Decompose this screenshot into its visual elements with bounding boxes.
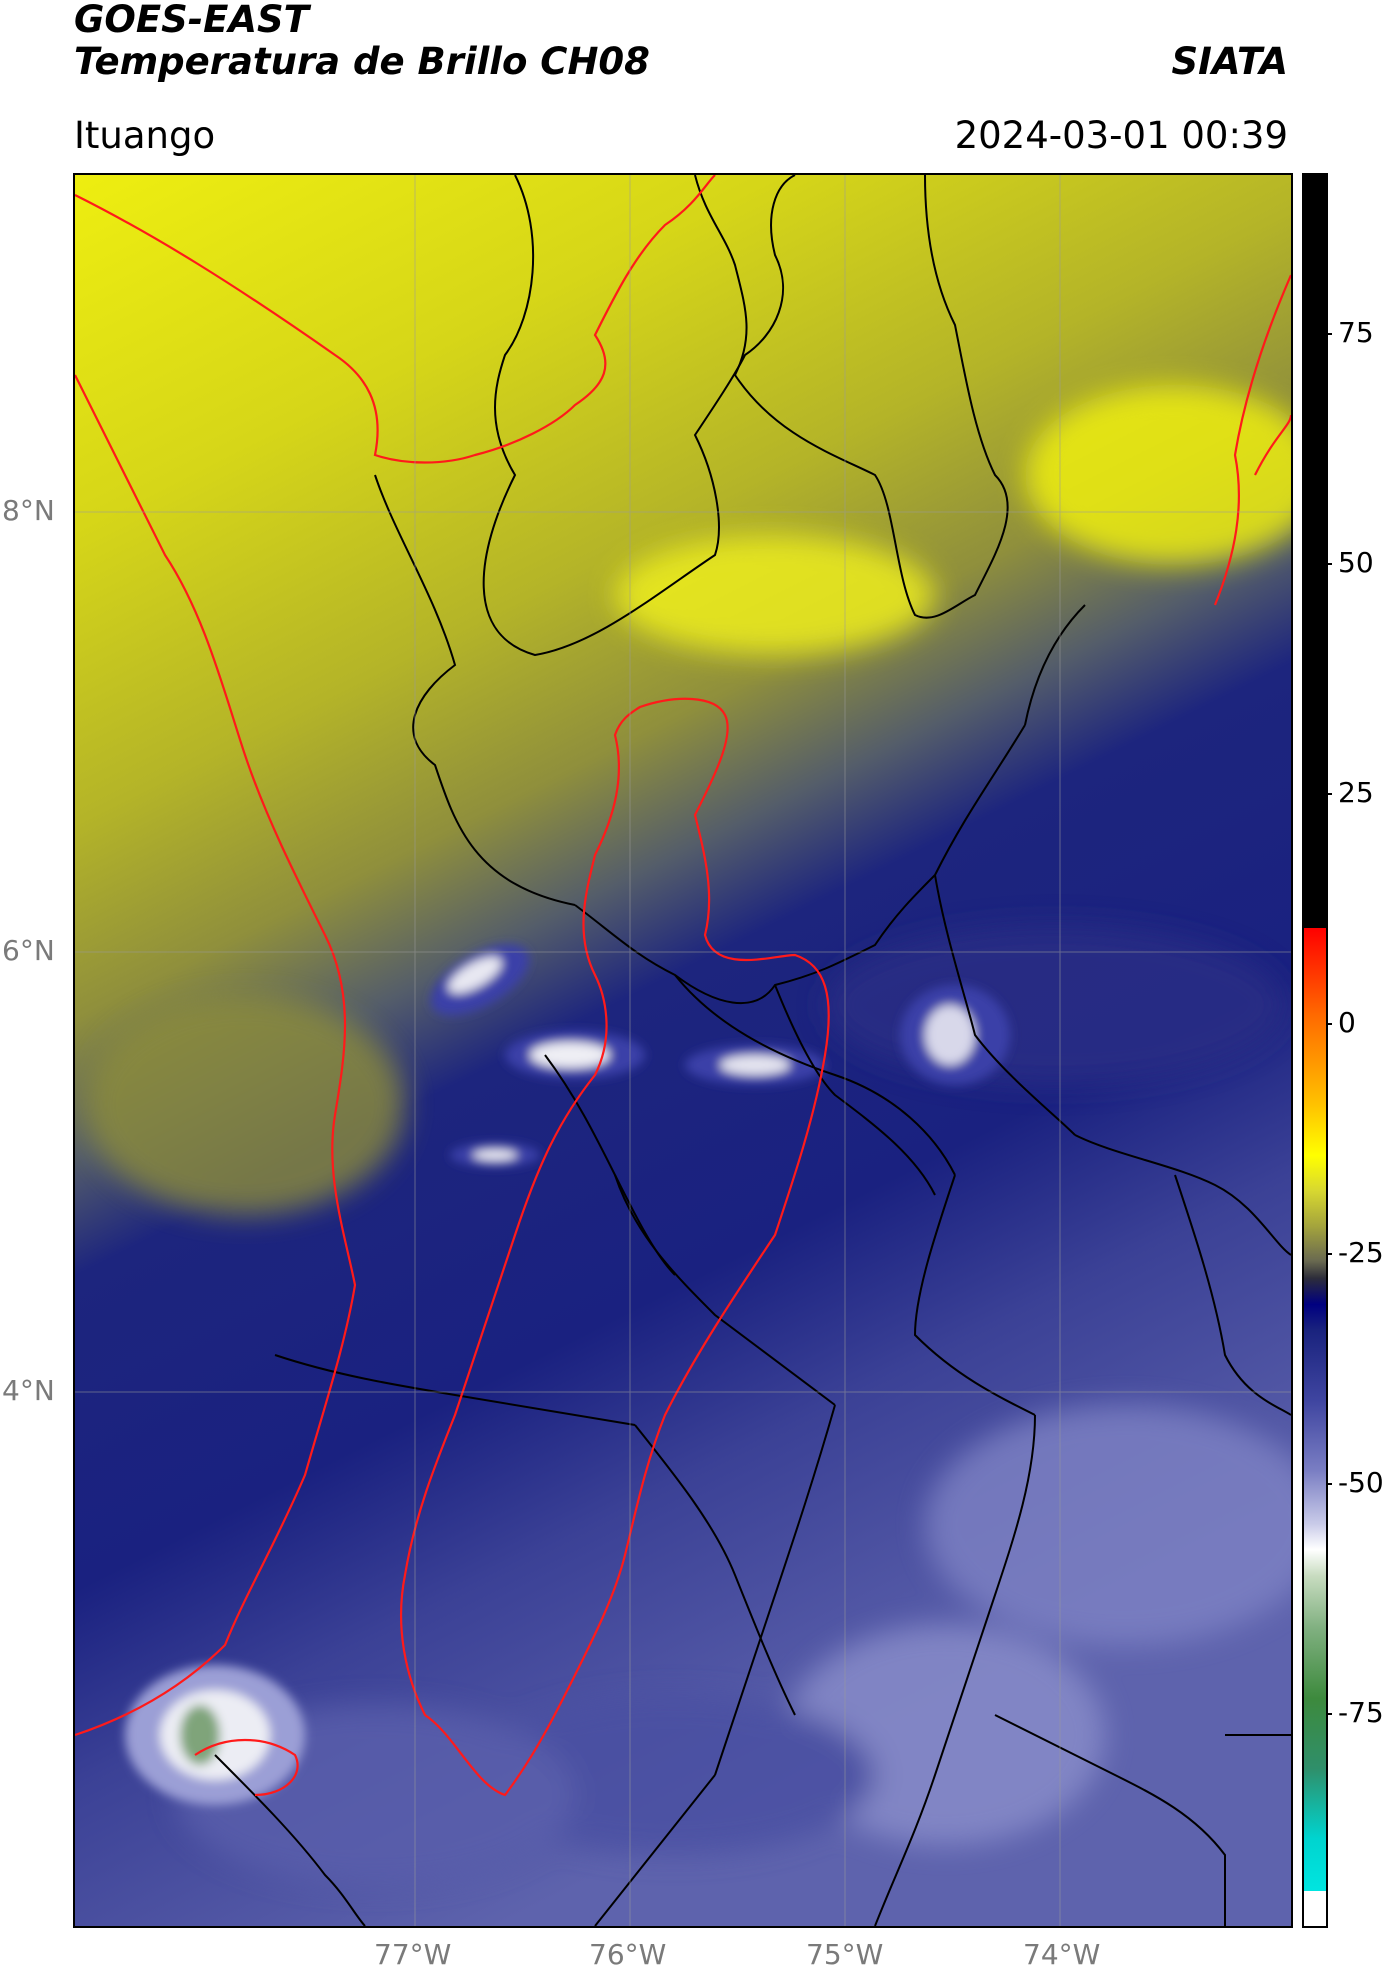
graticule (75, 175, 1291, 1926)
colorbar-tick (1326, 1023, 1332, 1025)
colorbar-tick (1326, 793, 1332, 795)
title-satellite: GOES-EAST (74, 0, 309, 41)
lon-tick-label: 75°W (806, 1938, 884, 1971)
colorbar-label: -50 (1338, 1466, 1384, 1499)
lat-tick-label: 6°N (2, 934, 55, 967)
location-label: Ituango (74, 114, 216, 157)
colorbar-tick (1326, 333, 1332, 335)
colorbar-tick (1326, 563, 1332, 565)
lon-tick-label: 74°W (1023, 1938, 1101, 1971)
map-canvas (75, 175, 1291, 1926)
colorbar-tick (1326, 1713, 1332, 1715)
colorbar (1302, 173, 1328, 1928)
colorbar-label: -75 (1338, 1696, 1384, 1729)
admin-borders (214, 175, 1291, 1926)
map-panel[interactable] (73, 173, 1293, 1928)
lon-tick-label: 77°W (374, 1938, 452, 1971)
lat-tick-label: 4°N (2, 1374, 55, 1407)
colorbar-tick (1326, 1483, 1332, 1485)
lat-tick-label: 8°N (2, 494, 55, 527)
region-outline (75, 175, 1291, 1797)
lon-tick-label: 76°W (589, 1938, 667, 1971)
colorbar-label: 50 (1338, 546, 1374, 579)
colorbar-label: 75 (1338, 316, 1374, 349)
title-product: Temperatura de Brillo CH08 (74, 40, 650, 83)
colorbar-tick (1326, 1253, 1332, 1255)
colorbar-label: 25 (1338, 776, 1374, 809)
colorbar-label: 0 (1338, 1006, 1356, 1039)
brand-label: SIATA (1171, 40, 1288, 83)
colorbar-label: -25 (1338, 1236, 1384, 1269)
timestamp-label: 2024-03-01 00:39 (954, 114, 1288, 157)
cold-cloud-tops (125, 944, 1010, 1805)
